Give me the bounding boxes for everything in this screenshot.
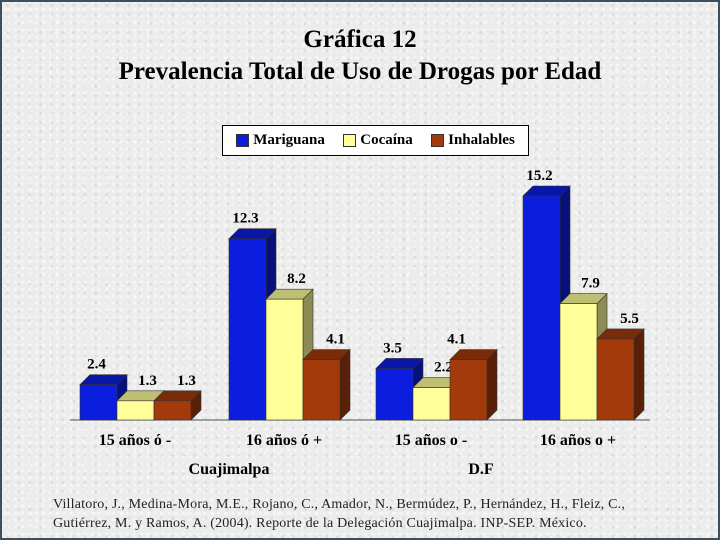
data-label: 1.3: [138, 373, 157, 389]
bar-inhalables: [302, 359, 341, 421]
bar-cocaína: [412, 387, 451, 421]
bar-cocaína: [116, 400, 155, 421]
data-label: 15.2: [526, 168, 552, 184]
bar-side: [339, 348, 351, 421]
bar-mariguana: [375, 368, 414, 421]
legend-label-cocaina: Cocaína: [360, 132, 413, 148]
bar-mariguana: [228, 238, 267, 421]
group-label: Cuajimalpa: [188, 461, 270, 478]
data-label: 5.5: [620, 311, 639, 327]
bar-side: [633, 328, 645, 421]
data-label: 1.3: [177, 373, 196, 389]
data-label: 8.2: [287, 271, 306, 287]
category-label: 15 años ó -: [98, 432, 172, 449]
legend-item-mariguana: Mariguana: [236, 132, 325, 149]
data-label: 2.2: [434, 360, 453, 376]
chart-legend: Mariguana Cocaína Inhalables: [222, 125, 529, 156]
data-label: 12.3: [232, 211, 258, 227]
bar-mariguana: [79, 384, 118, 421]
source-citation: Villatoro, J., Medina-Mora, M.E., Rojano…: [53, 497, 626, 531]
data-label: 2.4: [87, 357, 106, 373]
data-label: 4.1: [447, 332, 466, 348]
bar-inhalables: [596, 338, 635, 421]
bar-mariguana: [522, 195, 561, 421]
bar-inhalables: [153, 400, 192, 421]
group-label: D.F: [468, 461, 494, 478]
bar-side: [486, 348, 498, 421]
data-label: 3.5: [383, 340, 402, 356]
bar-cocaína: [265, 298, 304, 421]
category-label: 16 años o +: [539, 432, 617, 449]
legend-label-mariguana: Mariguana: [253, 132, 325, 148]
legend-swatch-cocaina: [343, 134, 357, 147]
legend-item-inhalables: Inhalables: [431, 132, 515, 149]
data-label: 4.1: [326, 332, 345, 348]
bar-cocaína: [559, 303, 598, 421]
legend-swatch-inhalables: [431, 134, 445, 147]
legend-item-cocaina: Cocaína: [343, 132, 413, 149]
data-label: 7.9: [581, 276, 600, 292]
bar-inhalables: [449, 359, 488, 421]
legend-label-inhalables: Inhalables: [448, 132, 515, 148]
chart-subtitle: Prevalencia Total de Uso de Drogas por E…: [118, 58, 602, 85]
legend-swatch-mariguana: [236, 134, 250, 147]
chart-title: Gráfica 12: [303, 26, 417, 53]
category-label: 15 años o -: [394, 432, 468, 449]
category-label: 16 años ó +: [245, 432, 323, 449]
